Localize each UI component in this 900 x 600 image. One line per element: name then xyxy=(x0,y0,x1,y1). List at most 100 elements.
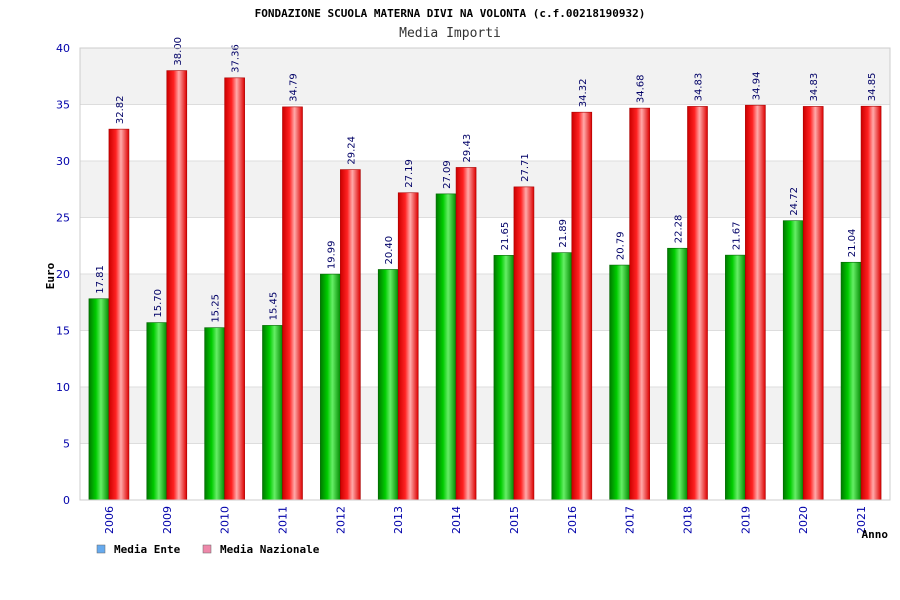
data-labels: 17.81 32.82 15.70 38.00 15.25 37.36 15.45 34.79… xyxy=(95,37,878,323)
data-label-media-ente: 21.65 xyxy=(500,222,511,251)
data-label-media-ente: 21.67 xyxy=(731,221,742,250)
data-label-media-ente: 15.45 xyxy=(269,292,280,321)
bar-media-ente xyxy=(435,193,457,501)
y-tick-label: 40 xyxy=(56,42,70,55)
data-label-media-nazionale: 29.43 xyxy=(462,134,473,163)
x-tick-label: 2013 xyxy=(392,506,405,534)
x-axis-label: Anno xyxy=(862,528,889,541)
bar-media-ente xyxy=(551,252,573,501)
bar-media-nazionale xyxy=(571,111,593,501)
x-tick-label: 2019 xyxy=(739,506,752,534)
data-label-media-ente: 24.72 xyxy=(789,187,800,216)
bar-media-nazionale xyxy=(282,106,303,501)
data-label-media-ente: 27.09 xyxy=(442,160,453,189)
y-tick-label: 5 xyxy=(63,438,70,451)
bar-media-ente xyxy=(609,264,630,501)
data-label-media-nazionale: 34.83 xyxy=(809,73,820,102)
bar-media-ente xyxy=(262,325,283,501)
bar-media-ente xyxy=(667,247,688,501)
bar-media-ente xyxy=(493,255,515,501)
legend-swatch-media-ente xyxy=(96,544,106,554)
data-label-media-ente: 19.99 xyxy=(326,240,337,269)
x-tick-label: 2012 xyxy=(334,506,347,534)
data-label-media-ente: 20.40 xyxy=(384,236,395,265)
bar-media-nazionale xyxy=(340,169,361,501)
bar-media-ente xyxy=(146,322,168,501)
data-label-media-ente: 15.70 xyxy=(153,289,164,318)
x-tick-label: 2009 xyxy=(161,506,174,534)
bar-media-ente xyxy=(88,298,110,501)
y-tick-label: 10 xyxy=(56,381,70,394)
data-label-media-ente: 21.89 xyxy=(558,219,569,248)
bar-media-nazionale xyxy=(629,107,650,501)
x-tick-label: 2020 xyxy=(797,506,810,534)
bar-media-nazionale xyxy=(513,186,535,501)
y-axis-label: Euro xyxy=(44,262,57,289)
legend: Media Ente Media Nazionale xyxy=(96,543,320,556)
y-tick-label: 15 xyxy=(56,325,70,338)
y-tick-label: 35 xyxy=(56,99,70,112)
data-label-media-nazionale: 34.94 xyxy=(751,72,762,101)
data-label-media-ente: 20.79 xyxy=(616,231,627,260)
plot-band xyxy=(80,104,890,161)
bar-media-nazionale xyxy=(802,106,824,501)
data-label-media-nazionale: 27.19 xyxy=(404,159,415,188)
bar-media-ente xyxy=(782,220,804,501)
bar-media-ente xyxy=(204,327,225,501)
chart-title: FONDAZIONE SCUOLA MATERNA DIVI NA VOLONT… xyxy=(255,7,646,20)
plot-band xyxy=(80,443,890,500)
bar-media-nazionale xyxy=(687,106,708,501)
legend-swatch-media-nazionale xyxy=(202,544,212,554)
x-tick-label: 2010 xyxy=(219,506,232,534)
bar-media-ente xyxy=(840,261,862,501)
x-tick-label: 2014 xyxy=(450,506,463,534)
x-tick-label: 2021 xyxy=(855,506,868,534)
x-tick-label: 2006 xyxy=(103,506,116,534)
data-label-media-nazionale: 34.83 xyxy=(694,73,705,102)
x-axis-ticks: 2006 2009 2010 2011 2012 2013 2014 2015 2016 2017… xyxy=(103,506,868,534)
bar-media-nazionale xyxy=(397,192,419,501)
bar-media-ente xyxy=(725,254,746,501)
data-label-media-nazionale: 38.00 xyxy=(173,37,184,66)
x-tick-label: 2016 xyxy=(566,506,579,534)
bar-media-nazionale xyxy=(455,167,477,501)
bar-media-nazionale xyxy=(745,104,766,501)
plot-band xyxy=(80,217,890,274)
data-label-media-nazionale: 34.32 xyxy=(578,79,589,108)
plot-frame xyxy=(79,47,891,501)
data-label-media-ente: 15.25 xyxy=(211,294,222,323)
data-label-media-nazionale: 27.71 xyxy=(520,153,531,182)
plot-band xyxy=(80,387,890,444)
x-tick-label: 2017 xyxy=(624,506,637,534)
y-axis-ticks: 0 5 10 15 20 25 30 35 40 xyxy=(56,42,70,507)
bar-media-nazionale xyxy=(166,70,188,501)
bar-media-nazionale xyxy=(224,77,245,501)
bar-media-ente xyxy=(377,269,399,501)
legend-label-media-ente: Media Ente xyxy=(114,543,181,556)
chart-subtitle: Media Importi xyxy=(399,26,501,41)
data-label-media-nazionale: 34.85 xyxy=(867,73,878,102)
legend-label-media-nazionale: Media Nazionale xyxy=(220,543,320,556)
data-label-media-nazionale: 32.82 xyxy=(115,95,126,124)
plot-band xyxy=(80,274,890,331)
data-label-media-nazionale: 29.24 xyxy=(346,136,357,165)
plot-band xyxy=(80,48,890,105)
plot-band xyxy=(80,330,890,387)
bar-media-nazionale xyxy=(108,128,130,501)
data-label-media-nazionale: 37.36 xyxy=(231,44,242,73)
data-label-media-ente: 17.81 xyxy=(95,265,106,294)
data-label-media-nazionale: 34.68 xyxy=(636,74,647,103)
bars xyxy=(88,70,882,501)
data-label-media-ente: 21.04 xyxy=(847,229,858,258)
x-tick-label: 2018 xyxy=(682,506,695,534)
y-tick-label: 20 xyxy=(56,268,70,281)
y-tick-label: 0 xyxy=(63,494,70,507)
y-tick-label: 25 xyxy=(56,212,70,225)
data-label-media-nazionale: 34.79 xyxy=(289,73,300,102)
x-tick-label: 2015 xyxy=(508,506,521,534)
bar-media-ente xyxy=(320,273,341,501)
y-tick-label: 30 xyxy=(56,155,70,168)
plot-band xyxy=(80,161,890,218)
x-tick-label: 2011 xyxy=(277,506,290,534)
